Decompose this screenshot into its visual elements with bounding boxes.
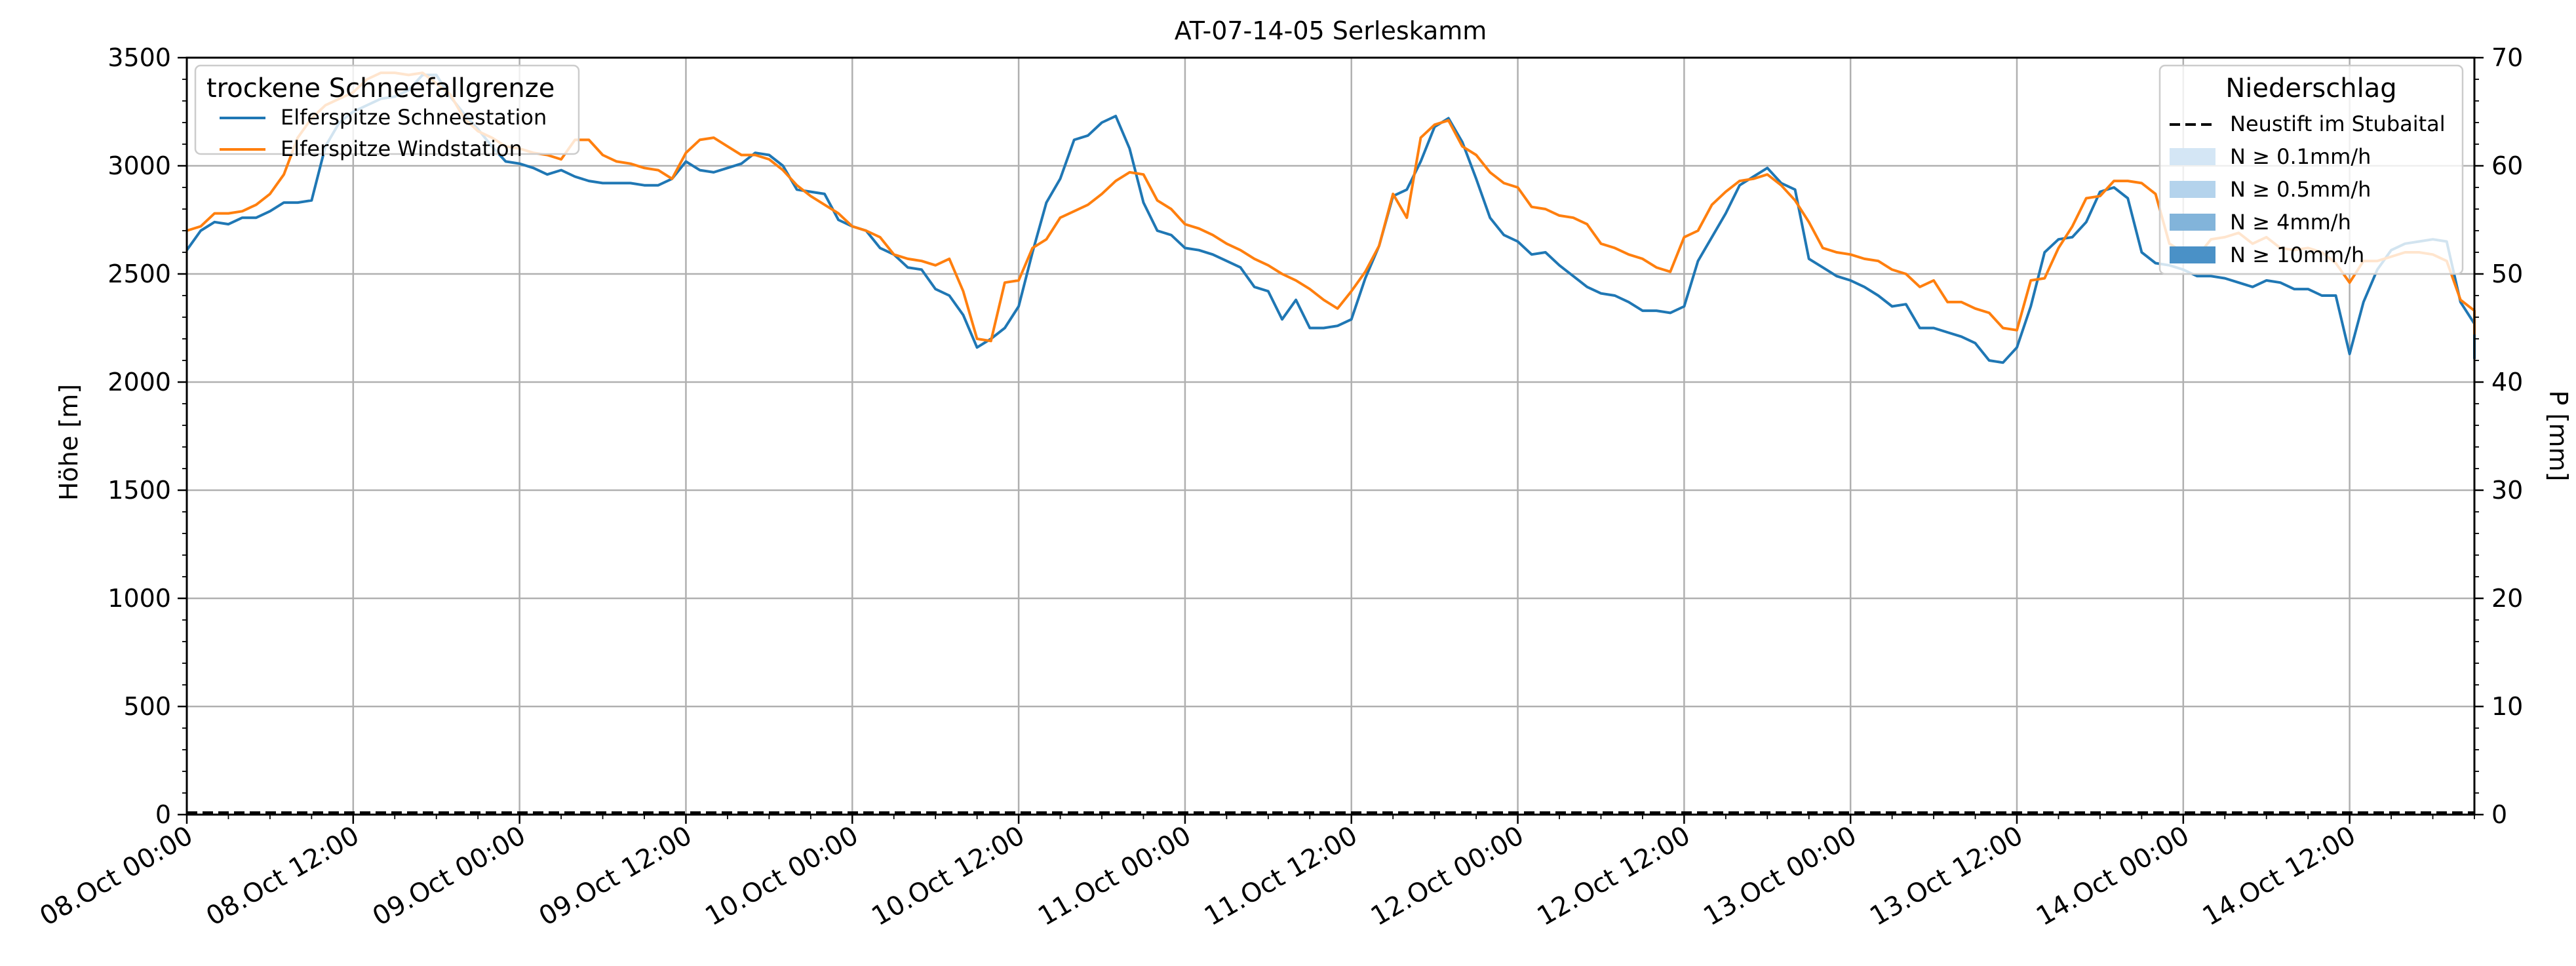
legend-entry-label: N ≥ 4mm/h (2230, 210, 2351, 235)
y2-axis-label: P [mm] (2544, 391, 2573, 482)
y-tick-label: 2500 (107, 260, 171, 288)
legend-entry-label: Elferspitze Schneestation (281, 105, 547, 130)
y-tick-label: 2000 (107, 368, 171, 396)
legend-entry-label: N ≥ 10mm/h (2230, 242, 2364, 267)
legend-entry-label: N ≥ 0.5mm/h (2230, 177, 2371, 202)
legend-right-box (2158, 64, 2464, 275)
y2-tick-label: 20 (2491, 584, 2523, 613)
legend-left-title: trockene Schneefallgrenze (206, 73, 555, 104)
legend-swatch (2170, 181, 2215, 198)
legend-swatch (2170, 214, 2215, 231)
legend-precipitation: Niederschlag Neustift im Stubaital N ≥ 0.1… (2158, 64, 2464, 275)
plot-frame (185, 56, 2476, 816)
y-tick-label: 3500 (107, 43, 171, 72)
y2-tick-label: 30 (2491, 476, 2523, 505)
y-tick-label: 1000 (107, 584, 171, 613)
legend-left-box (194, 64, 580, 155)
y-tick-label: 1500 (107, 476, 171, 505)
y2-tick-label: 40 (2491, 368, 2523, 396)
y2-tick-label: 10 (2491, 692, 2523, 721)
y2-tick-label: 50 (2491, 260, 2523, 288)
y2-tick-label: 0 (2491, 800, 2507, 829)
y2-tick-label: 60 (2491, 151, 2523, 180)
y2-tick-label: 70 (2491, 43, 2523, 72)
y-axis-label: Höhe [m] (54, 384, 83, 501)
y-tick-label: 500 (123, 692, 171, 721)
y-tick-label: 0 (155, 800, 171, 829)
legend-entry-label: N ≥ 0.1mm/h (2230, 144, 2371, 169)
legend-right-title: Niederschlag (2225, 73, 2396, 104)
legend-swatch (2170, 246, 2215, 263)
series-line-schneestation (185, 73, 2476, 364)
chart-title: AT-07-14-05 Serleskamm (1175, 16, 1487, 45)
legend-entry-label: Neustift im Stubaital (2230, 111, 2446, 136)
y-tick-label: 3000 (107, 151, 171, 180)
legend-swatch (2170, 148, 2215, 165)
legend-entry-label: Elferspitze Windstation (281, 136, 522, 161)
